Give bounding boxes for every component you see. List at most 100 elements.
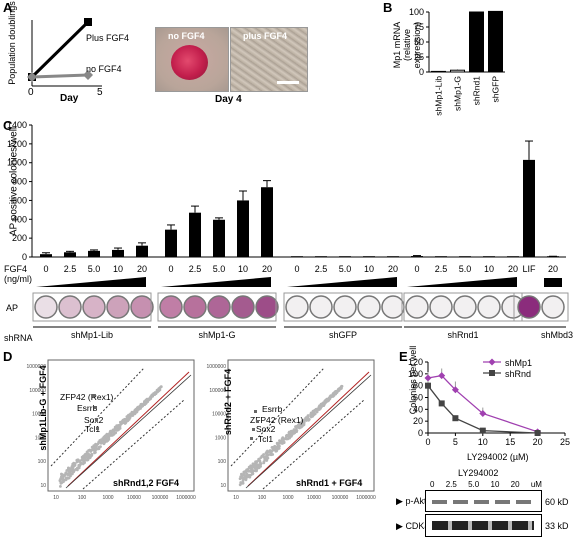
y-tick-label: 100: [408, 369, 423, 379]
gene-label: Sox2: [256, 424, 276, 434]
panel-d-right-xlabel: shRnd1 + FGF4: [296, 478, 363, 488]
x-tick-label: 1000000: [356, 495, 376, 501]
scatter-point: [59, 480, 62, 483]
ap-label: AP: [6, 303, 19, 313]
scatter-point: [159, 385, 163, 389]
fold-line-upper: [230, 367, 325, 467]
scatter-point: [95, 445, 98, 448]
bar: [315, 256, 327, 257]
gene-point: [94, 406, 97, 409]
data-point: [425, 382, 431, 389]
fold-line-upper: [50, 367, 145, 467]
ap-well: [207, 295, 231, 319]
ap-well: [183, 295, 207, 319]
scatter-point: [307, 414, 310, 417]
y-tick-label: 600: [12, 195, 27, 205]
scatter-point: [254, 460, 257, 464]
plus-fgf4-colony-photo: plus FGF4: [230, 27, 308, 92]
dose-label: 20: [388, 264, 398, 274]
x-tick-label: 100000: [152, 495, 169, 501]
panel-d-left-xlabel: shRnd1,2 FGF4: [113, 478, 180, 488]
panel-a-xtick-0: 0: [28, 87, 34, 98]
blot-doses: 0 2.5 5.0 10 20 uM: [430, 480, 542, 489]
bar: [507, 256, 519, 257]
scatter-point: [340, 384, 344, 388]
data-point: [534, 430, 541, 436]
data-point: [452, 415, 459, 422]
scatter-point: [285, 434, 288, 438]
scatter-point: [320, 404, 324, 408]
scatter-point: [64, 471, 68, 475]
scatter-point: [111, 433, 114, 437]
x-tick-label: 1000: [282, 495, 293, 501]
scatter-point: [242, 472, 246, 476]
ap-well: [429, 295, 453, 319]
panel-label-a: A: [3, 0, 13, 15]
scatter-point: [114, 428, 117, 431]
data-point: [83, 70, 93, 80]
plus-fgf4-photo-label: plus FGF4: [243, 31, 288, 41]
scatter-point: [247, 466, 251, 470]
scatter-point: [78, 459, 82, 463]
fold-line-lower: [262, 399, 365, 490]
panel-label-b: B: [383, 0, 393, 15]
x-tick-label: 100: [258, 495, 267, 501]
scatter-point: [262, 455, 266, 459]
bar: [339, 256, 351, 257]
ap-well: [405, 295, 429, 319]
scatter-point: [105, 439, 109, 443]
dose-label: 10: [484, 264, 494, 274]
scatter-point: [82, 455, 86, 458]
y-tick-label: 800: [12, 177, 27, 187]
scatter-point: [67, 472, 71, 476]
ap-well: [453, 295, 477, 319]
data-point: [451, 386, 459, 394]
panel-e-xlabel: LY294002 (µM): [467, 452, 529, 462]
ap-plate: [157, 292, 277, 322]
shrna-label: shRNA: [4, 333, 33, 343]
x-tick-label: 10: [478, 437, 488, 447]
scatter-point: [105, 434, 109, 438]
scatter-point: [278, 441, 281, 445]
bar: [387, 256, 399, 257]
x-tick-label: 20: [533, 437, 543, 447]
scatter-point: [110, 430, 114, 434]
blot-dose: uM: [530, 480, 542, 489]
scatter-point: [72, 464, 76, 467]
dose-label: 5.0: [459, 264, 472, 274]
scatter-point: [294, 428, 298, 431]
scatter-point: [94, 447, 98, 451]
ap-well: [130, 295, 154, 319]
scatter-point: [102, 435, 106, 439]
y-tick-label: 1000000: [207, 364, 227, 370]
fgf4-label: FGF4: [4, 264, 28, 274]
y-tick-label: 0: [418, 428, 423, 438]
scatter-point: [101, 440, 104, 444]
scatter-point: [70, 465, 74, 468]
lif-label: LIF: [522, 264, 536, 274]
ap-well: [82, 295, 106, 319]
scatter-point: [61, 473, 65, 477]
ap-well: [477, 295, 501, 319]
scatter-point: [336, 389, 340, 393]
ap-well: [231, 295, 255, 319]
data-point: [84, 18, 92, 26]
no-fgf4-photo-label: no FGF4: [168, 31, 205, 41]
scatter-point: [61, 478, 65, 481]
scatter-point: [82, 461, 86, 465]
gene-label: Sox2: [84, 415, 104, 425]
dose-triangle: [161, 277, 271, 287]
data-point: [479, 427, 486, 434]
scatter-point: [251, 472, 255, 476]
blot-row-label: p-Akt: [405, 496, 427, 506]
x-tick-label: 10: [233, 495, 239, 501]
scatter-point: [82, 457, 85, 461]
gene-point: [256, 420, 259, 423]
data-point: [438, 400, 445, 407]
scatter-point: [59, 485, 62, 488]
gene-label: Esrrb: [262, 404, 283, 414]
scale-bar: [277, 81, 299, 84]
scatter-point: [75, 460, 79, 464]
scatter-point: [255, 468, 258, 472]
bar: [112, 249, 124, 257]
